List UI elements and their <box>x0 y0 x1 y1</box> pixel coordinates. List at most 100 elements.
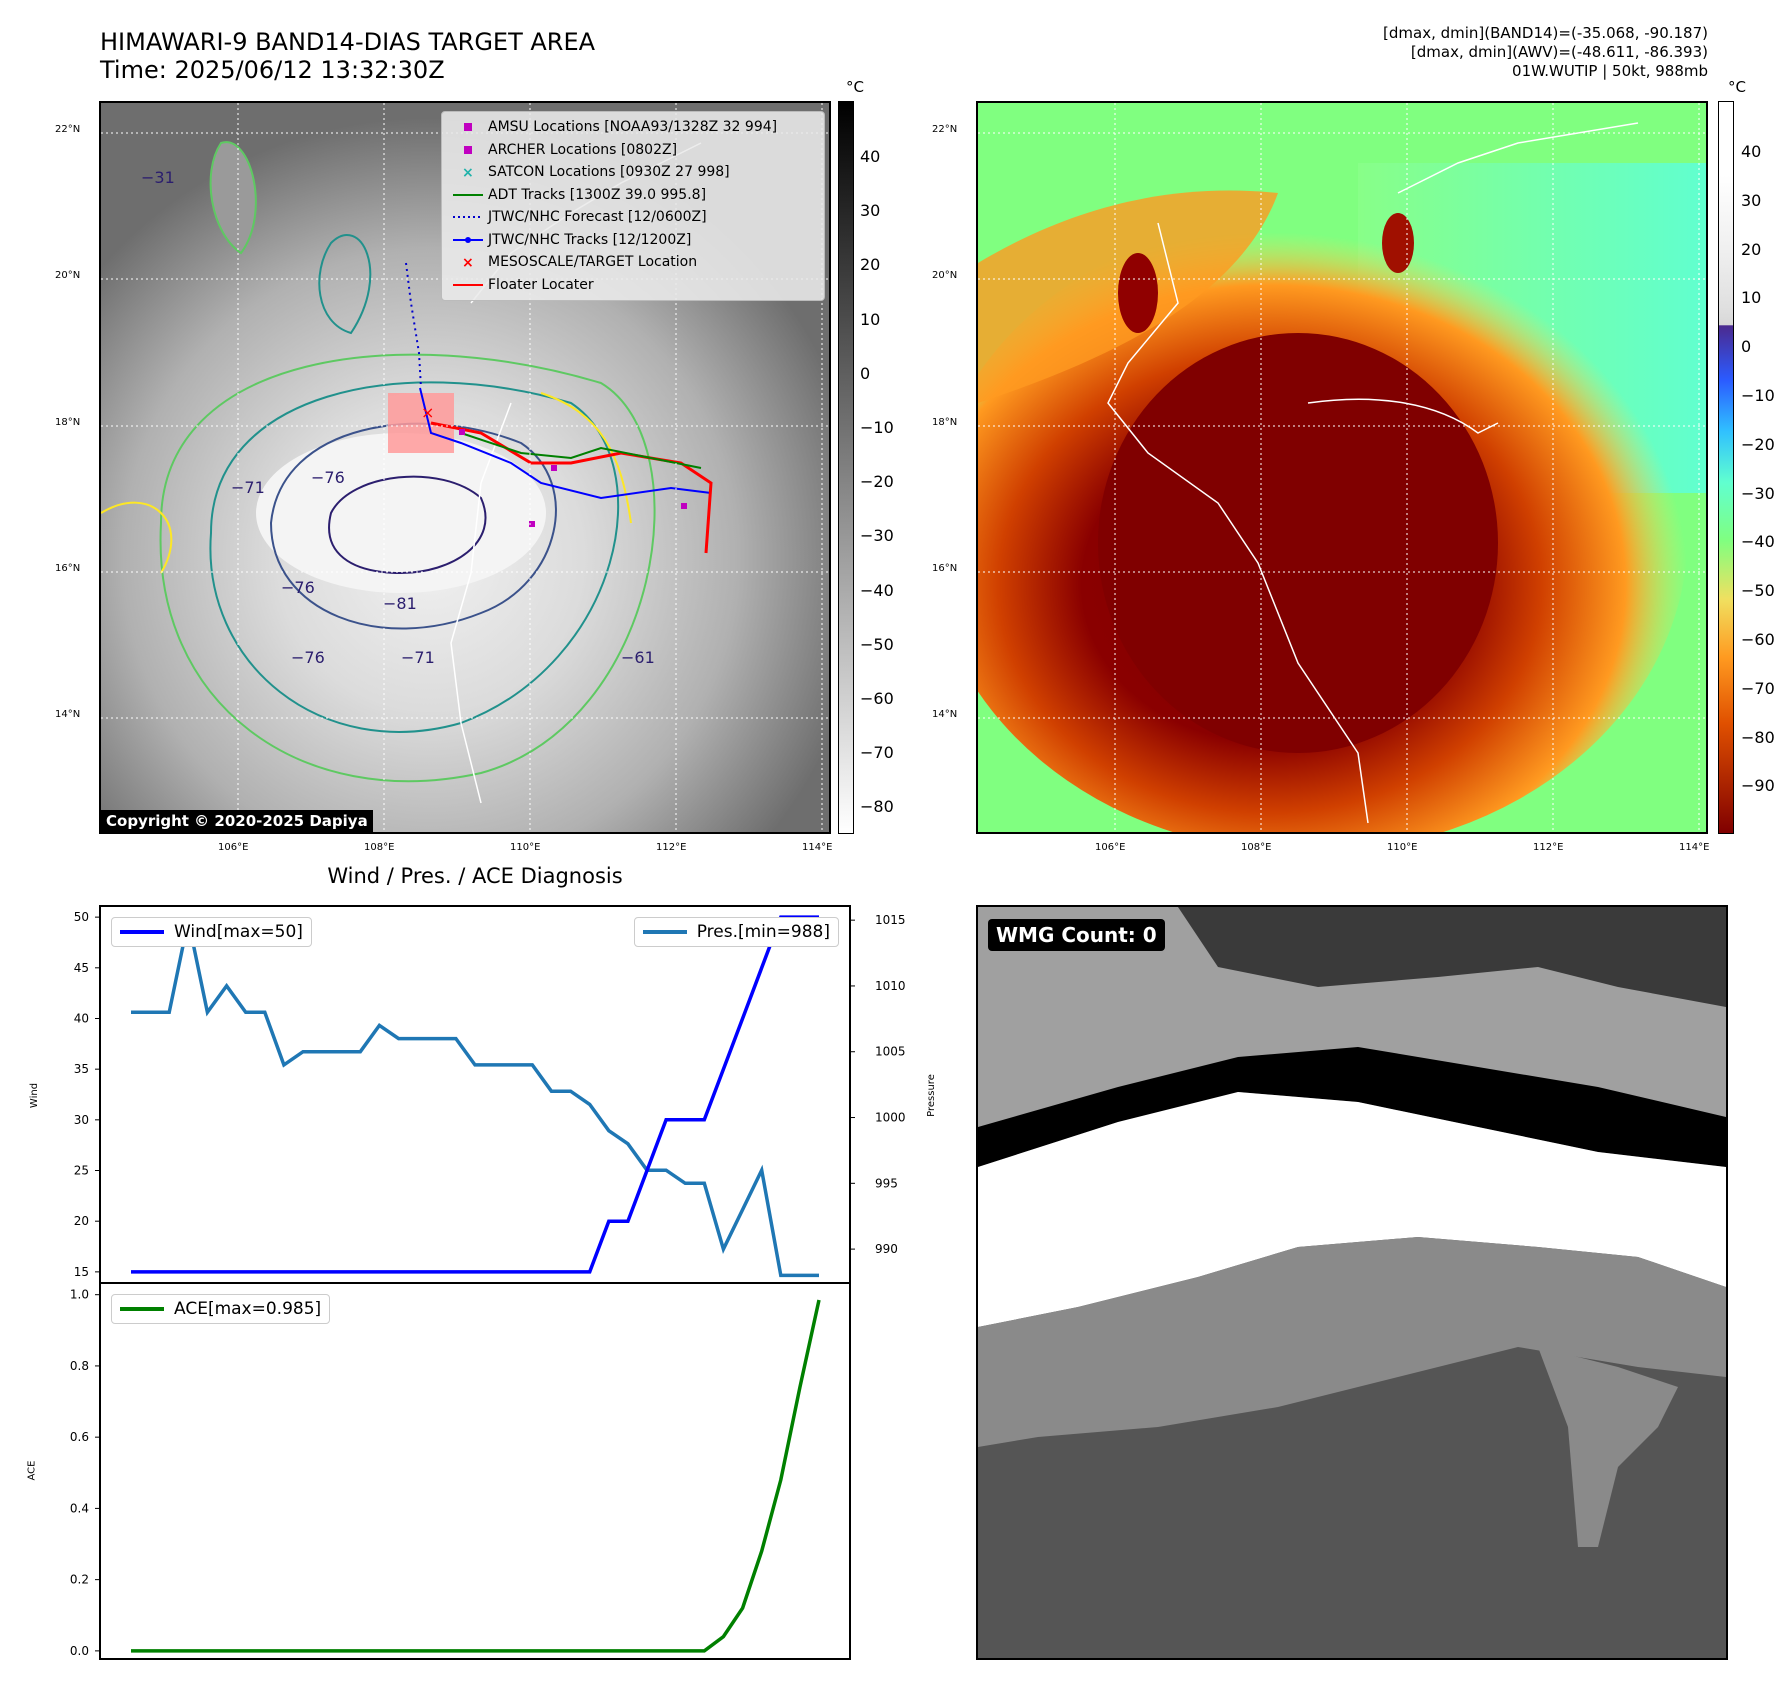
ir-legend-label: MESOSCALE/TARGET Location <box>488 254 698 271</box>
info-block: [dmax, dmin](BAND14)=(-35.068, -90.187) … <box>1383 24 1708 81</box>
awv-lon-tick: 106°E <box>1095 842 1126 853</box>
colorbar-tick: −70 <box>1741 678 1775 698</box>
wind-ytick-label: 25 <box>74 1164 89 1178</box>
ir-legend-label: ADT Tracks [1300Z 39.0 995.8] <box>488 186 707 203</box>
ir-legend-item: ARCHER Locations [0802Z] <box>448 139 818 162</box>
ir-lon-tick: 114°E <box>802 842 833 853</box>
ace-ytick-label: 0.8 <box>70 1359 89 1373</box>
ir-lat-tick: 14°N <box>55 709 81 720</box>
wind-legend-swatch <box>120 930 164 934</box>
contour-label: −61 <box>621 648 655 667</box>
cdo-core <box>256 433 546 593</box>
colorbar-tick: −60 <box>860 689 894 708</box>
title-line-1: HIMAWARI-9 BAND14-DIAS TARGET AREA <box>100 28 596 56</box>
pres-ytick-label: 995 <box>875 1176 898 1190</box>
wmg-count-label: WMG Count: 0 <box>988 919 1165 951</box>
awv-lat-tick: 18°N <box>932 417 958 428</box>
wind-legend-label: Wind[max=50] <box>174 922 303 942</box>
wind-pressure-plot: 15 20 25 30 35 40 45 50 990 995 1000 1005 1010 1015 <box>74 910 906 1279</box>
colorbar-tick: −70 <box>860 743 894 763</box>
ir-legend-item: JTWC/NHC Forecast [12/0600Z] <box>448 206 818 229</box>
ir-legend-item: ADT Tracks [1300Z 39.0 995.8] <box>448 184 818 207</box>
colorbar-tick: 0 <box>1741 337 1752 357</box>
pres-ytick-label: 1005 <box>875 1045 906 1059</box>
awv-lat-tick: 20°N <box>932 270 958 281</box>
copyright-label: Copyright © 2020-2025 Dapiya <box>101 810 373 832</box>
svg-text:×: × <box>462 166 474 178</box>
colorbar-tick: −80 <box>1741 727 1775 747</box>
jtwc-forecast <box>405 262 422 389</box>
awv-colorbar-unit: °C <box>1728 78 1746 96</box>
wind-ytick-label: 15 <box>74 1265 89 1279</box>
title-line-2: Time: 2025/06/12 13:32:30Z <box>100 56 445 84</box>
colorbar-tick: −20 <box>1741 434 1775 454</box>
wmg-panel: WMG Count: 0 <box>976 905 1728 1660</box>
ir-lon-tick: 110°E <box>510 842 541 853</box>
ace-ytick-label: 0.4 <box>70 1501 89 1515</box>
wind-series-line <box>131 915 819 1274</box>
ir-legend: AMSU Locations [NOAA93/1328Z 32 994] ARCH… <box>441 111 825 301</box>
colorbar-tick: 0 <box>860 363 871 383</box>
colorbar-tick: −20 <box>860 472 894 492</box>
awv-map-panel <box>976 101 1708 834</box>
contour-label: −76 <box>291 648 325 667</box>
ace-chart: 0.0 0.2 0.4 0.6 0.8 1.0 ACE[max=0.985] <box>70 1282 851 1660</box>
ir-lat-tick: 22°N <box>55 124 81 135</box>
ir-legend-item: AMSU Locations [NOAA93/1328Z 32 994] <box>448 116 818 139</box>
dotted-line-icon <box>448 211 488 223</box>
colorbar-tick: −40 <box>860 580 894 600</box>
ir-colorbar <box>838 101 854 834</box>
square-marker-icon <box>448 121 488 133</box>
wind-legend: Wind[max=50] <box>111 917 312 947</box>
contour-label: −81 <box>383 594 417 613</box>
pres-legend: Pres.[min=988] <box>633 917 839 947</box>
ir-lon-tick: 112°E <box>656 842 687 853</box>
awv-lat-tick: 22°N <box>932 124 958 135</box>
colorbar-tick: 40 <box>860 147 881 166</box>
colorbar-tick: 30 <box>1741 190 1762 210</box>
ir-lon-tick: 108°E <box>364 842 395 853</box>
pressure-series-line <box>131 919 819 1278</box>
line-dot-icon <box>448 234 488 246</box>
ir-map-panel: × −76 −81 −76 −71 −76 −71 −61 −31 AMS <box>99 101 831 834</box>
wind-ytick-label: 40 <box>74 1011 89 1025</box>
ace-plot: 0.0 0.2 0.4 0.6 0.8 1.0 <box>70 1288 821 1658</box>
wind-ytick-label: 45 <box>74 961 89 975</box>
colorbar-tick: −10 <box>860 418 894 437</box>
colorbar-tick: −50 <box>860 634 894 654</box>
x-marker-icon: × <box>448 166 488 178</box>
wind-ylabel: Wind <box>29 1082 41 1109</box>
info-line-1: [dmax, dmin](BAND14)=(-35.068, -90.187) <box>1383 24 1708 42</box>
colorbar-tick: −10 <box>1741 386 1775 405</box>
floater-track <box>430 421 713 554</box>
ace-legend-label: ACE[max=0.985] <box>174 1299 322 1319</box>
wind-ytick-label: 50 <box>74 910 89 924</box>
awv-map-imagery <box>978 103 1706 832</box>
ir-lat-tick: 16°N <box>55 563 81 574</box>
colorbar-tick: −30 <box>860 526 894 546</box>
contour-label: −71 <box>231 478 265 497</box>
ace-ytick-label: 0.6 <box>70 1430 89 1444</box>
colorbar-tick: −90 <box>1741 776 1775 796</box>
colorbar-tick: −30 <box>1741 483 1775 503</box>
awv-lon-tick: 108°E <box>1241 842 1272 853</box>
ir-lat-tick: 20°N <box>55 270 81 281</box>
pres-ytick-label: 990 <box>875 1242 898 1256</box>
ir-lon-tick: 106°E <box>218 842 249 853</box>
diagnosis-title: Wind / Pres. / ACE Diagnosis <box>327 864 623 888</box>
contour-label: −71 <box>401 648 435 667</box>
adt-track <box>460 432 702 469</box>
wind-ytick-label: 30 <box>74 1113 89 1127</box>
ir-legend-label: JTWC/NHC Tracks [12/1200Z] <box>488 231 692 248</box>
colorbar-tick: −80 <box>860 797 894 817</box>
awv-lon-tick: 114°E <box>1679 842 1710 853</box>
ir-legend-item: Floater Locater <box>448 274 818 297</box>
ace-ytick-label: 0.2 <box>70 1573 89 1587</box>
solid-line-icon <box>448 279 488 291</box>
ir-legend-item: × SATCON Locations [0930Z 27 998] <box>448 161 818 184</box>
pres-ylabel: Pressure <box>925 1074 937 1117</box>
ace-ytick-label: 1.0 <box>70 1288 89 1302</box>
pres-ytick-label: 1015 <box>875 913 906 927</box>
pres-legend-label: Pres.[min=988] <box>696 922 830 942</box>
awv-core <box>1098 333 1498 753</box>
